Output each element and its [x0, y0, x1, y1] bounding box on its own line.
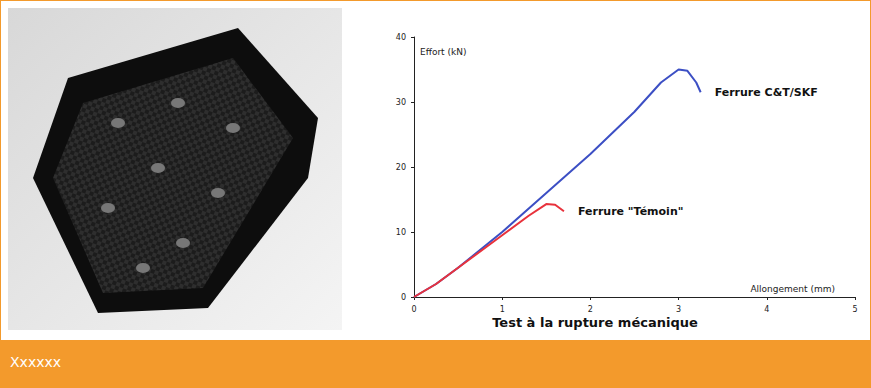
svg-text:30: 30 [396, 98, 406, 107]
svg-text:4: 4 [764, 305, 769, 314]
svg-text:20: 20 [396, 163, 406, 172]
svg-text:Effort (kN): Effort (kN) [420, 47, 466, 57]
svg-text:2: 2 [588, 305, 593, 314]
svg-text:Ferrure C&T/SKF: Ferrure C&T/SKF [715, 86, 818, 99]
svg-text:0: 0 [411, 305, 416, 314]
svg-text:5: 5 [852, 305, 857, 314]
svg-text:10: 10 [396, 228, 406, 237]
svg-text:40: 40 [396, 33, 406, 42]
svg-text:Ferrure "Témoin": Ferrure "Témoin" [578, 205, 684, 218]
svg-text:Test à la rupture mécanique: Test à la rupture mécanique [492, 315, 698, 330]
html-text:Xxxxxx: Xxxxxx [10, 354, 61, 370]
svg-text:3: 3 [676, 305, 681, 314]
svg-text:Allongement (mm): Allongement (mm) [750, 284, 835, 294]
svg-text:0: 0 [401, 293, 406, 302]
svg-text:1: 1 [500, 305, 505, 314]
